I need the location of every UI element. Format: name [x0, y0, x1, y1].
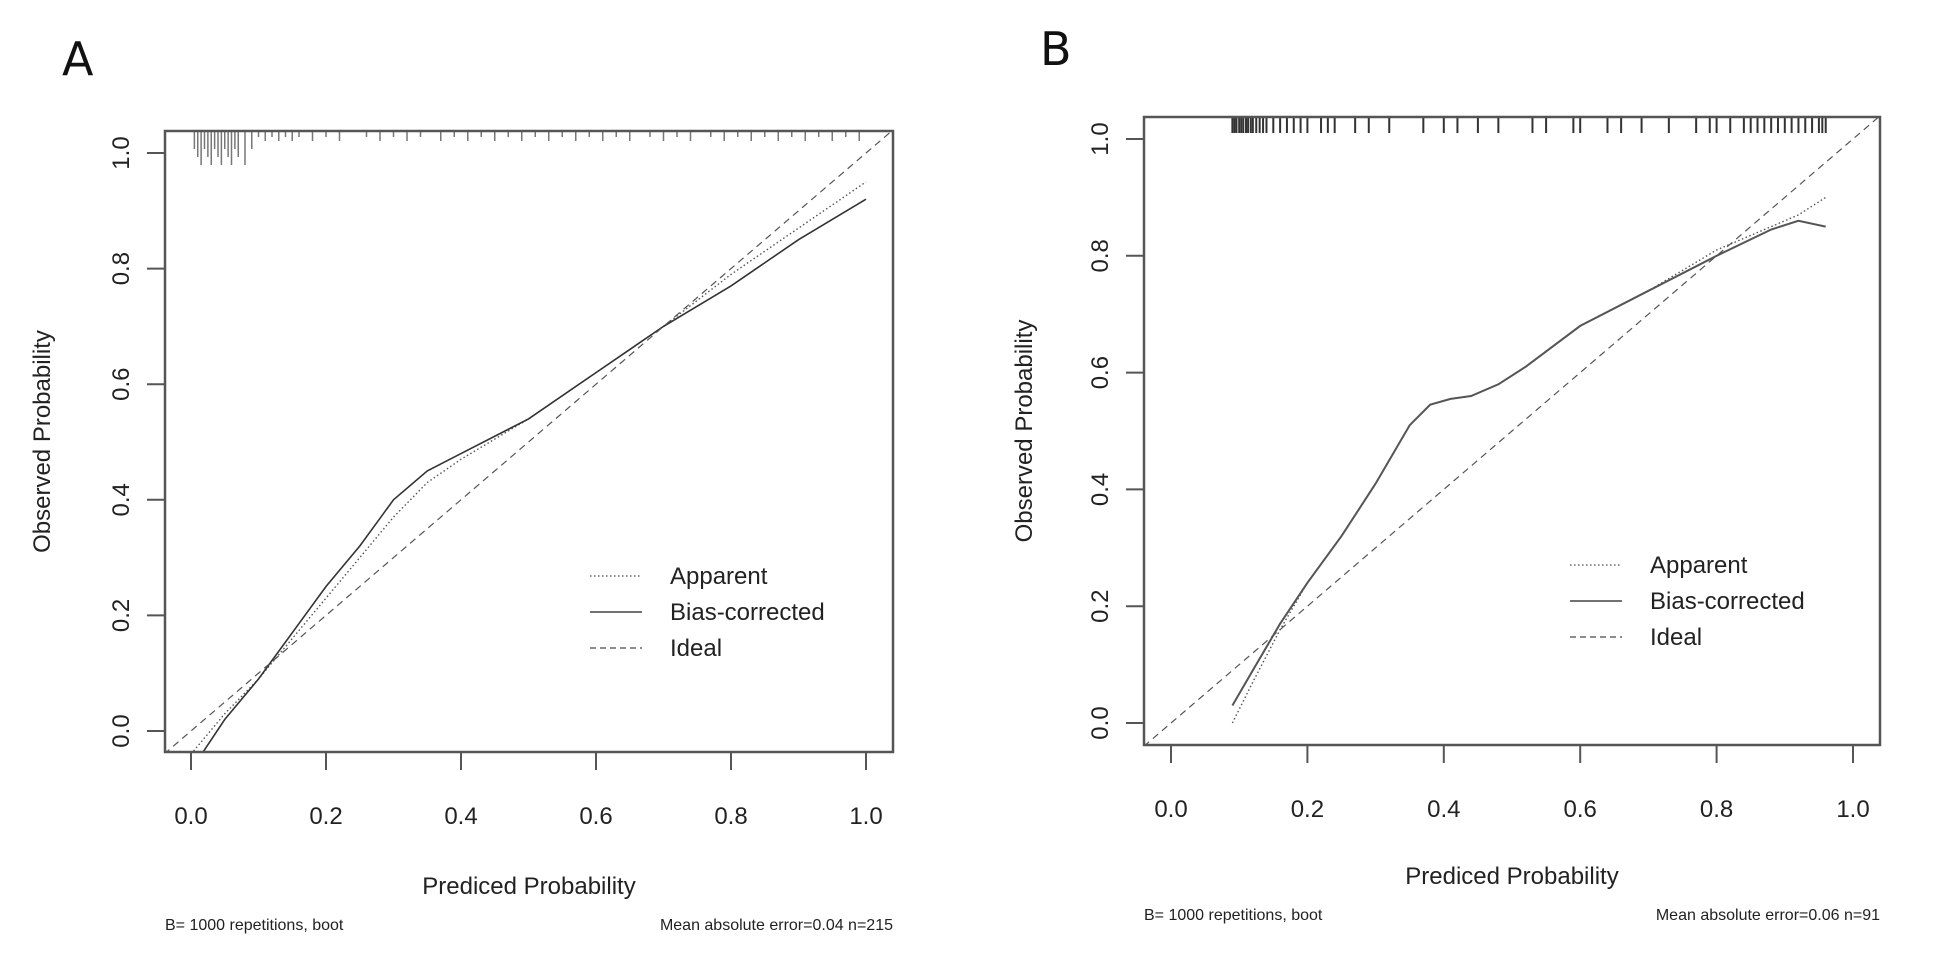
y-axis-title: Observed Probability	[1011, 320, 1038, 543]
y-tick-label: 0.6	[108, 368, 135, 401]
x-tick-label: 0.6	[579, 803, 612, 830]
y-tick-label: 0.2	[1087, 590, 1114, 623]
footnote-repetitions: B= 1000 repetitions, boot	[1144, 907, 1323, 924]
x-tick-label: 1.0	[849, 803, 882, 830]
legend-label: Bias-corrected	[1650, 588, 1805, 615]
panel-label: B	[1040, 22, 1072, 76]
x-tick-label: 0.2	[309, 803, 342, 830]
panel-label: A	[62, 32, 94, 86]
series-apparent	[191, 181, 867, 752]
legend-label: Apparent	[670, 563, 768, 590]
footnote-repetitions: B= 1000 repetitions, boot	[165, 917, 344, 934]
x-tick-label: 0.0	[174, 803, 207, 830]
panel-a: A 0.0 0.2 0.4 0.6 0.8 1.0 0.0 0.2 0.4 0.6 0.8 1.0 Pre…	[29, 32, 895, 934]
y-tick-label: 0.6	[1087, 356, 1114, 389]
x-tick-label: 0.0	[1154, 796, 1187, 823]
series-ideal	[1144, 117, 1880, 745]
y-tick-label: 0.8	[1087, 239, 1114, 272]
plot-area	[165, 131, 893, 752]
y-axis-title: Observed Probability	[29, 330, 56, 553]
series-bias-corrected	[1231, 219, 1826, 707]
plot-area	[1144, 117, 1880, 745]
footnote-mae: Mean absolute error=0.06 n=91	[1656, 907, 1880, 924]
legend: Apparent Bias-corrected Ideal	[590, 563, 825, 662]
y-tick-label: 1.0	[108, 136, 135, 169]
panel-b: B 0.0 0.2 0.4 0.6 0.8 1.0 0.0 0.2 0.4 0.6 0.8 1.0 Pre…	[1011, 22, 1882, 924]
legend-label: Bias-corrected	[670, 599, 825, 626]
x-tick-label: 1.0	[1836, 796, 1869, 823]
y-tick-label: 0.4	[1087, 473, 1114, 506]
x-tick-label: 0.4	[444, 803, 477, 830]
y-tick-label: 0.2	[108, 599, 135, 632]
x-tick-label: 0.4	[1427, 796, 1460, 823]
series-apparent	[1231, 196, 1827, 724]
y-tick-label: 0.8	[108, 252, 135, 285]
x-tick-label: 0.2	[1291, 796, 1324, 823]
x-tick-label: 0.8	[714, 803, 747, 830]
plot-frame	[163, 129, 895, 754]
series-bias-corrected	[202, 198, 867, 752]
x-tick-label: 0.6	[1564, 796, 1597, 823]
legend-label: Ideal	[1650, 624, 1702, 651]
legend-label: Apparent	[1650, 552, 1748, 579]
y-tick-label: 0.0	[108, 714, 135, 747]
y-tick-label: 1.0	[1087, 122, 1114, 155]
y-tick-label: 0.4	[108, 483, 135, 516]
plot-frame	[1142, 115, 1882, 747]
y-tick-label: 0.0	[1087, 706, 1114, 739]
legend: Apparent Bias-corrected Ideal	[1570, 552, 1805, 651]
x-axis-title: Prediced Probability	[1405, 863, 1618, 890]
series-ideal	[165, 131, 893, 752]
x-axis-title: Prediced Probability	[422, 873, 635, 900]
x-tick-label: 0.8	[1700, 796, 1733, 823]
footnote-mae: Mean absolute error=0.04 n=215	[660, 917, 893, 934]
legend-label: Ideal	[670, 635, 722, 662]
